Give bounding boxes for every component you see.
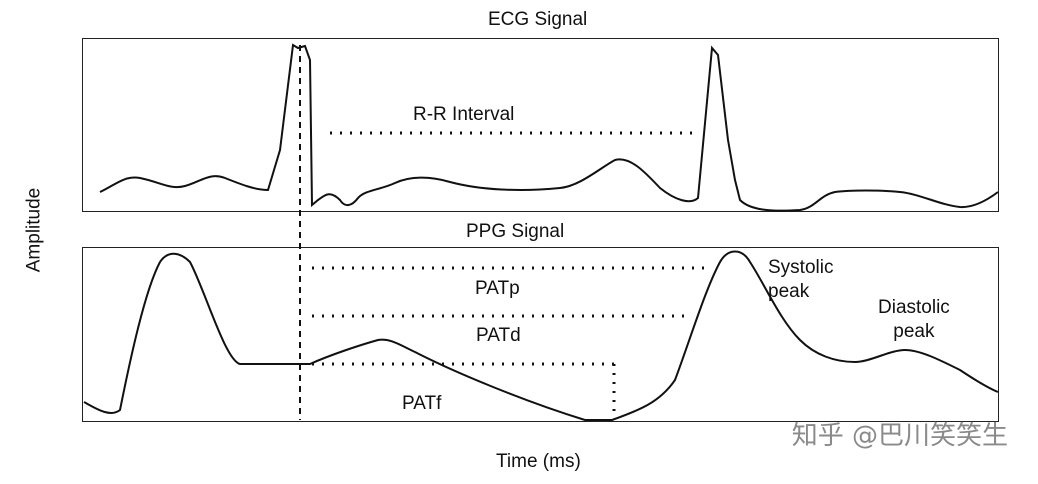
systolic-peak-label: Systolic peak <box>768 257 834 302</box>
patf-label: PATf <box>402 393 442 414</box>
diastolic-peak-label: Diastolic peak <box>878 297 950 342</box>
ecg-panel <box>82 38 999 212</box>
patd-label: PATd <box>476 325 521 346</box>
ppg-title: PPG Signal <box>466 221 565 242</box>
ppg-panel <box>82 247 999 422</box>
x-axis-label: Time (ms) <box>496 451 581 472</box>
patp-label: PATp <box>475 278 520 299</box>
ecg-waveform <box>99 43 999 212</box>
rr-interval-label: R-R Interval <box>413 104 515 125</box>
watermark: 知乎 @巴川笑笑生 <box>791 421 1008 451</box>
y-axis-label: Amplitude <box>23 187 45 273</box>
ppg-waveform <box>83 250 999 421</box>
ecg-title: ECG Signal <box>488 9 588 30</box>
